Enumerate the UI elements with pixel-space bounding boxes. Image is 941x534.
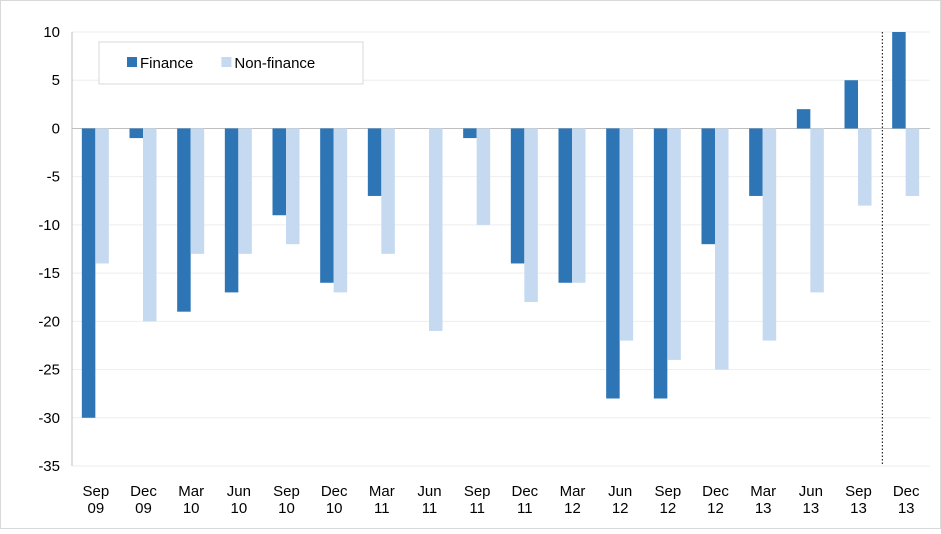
bar <box>320 128 334 283</box>
bar <box>238 128 252 254</box>
legend-label: Finance <box>140 55 193 72</box>
bar <box>129 128 143 139</box>
bar <box>143 128 157 322</box>
bar <box>653 128 668 399</box>
x-tick-label: Dec 09 <box>130 483 157 517</box>
bar <box>367 128 382 196</box>
x-tick-label: Mar 11 <box>369 483 395 517</box>
bar <box>476 128 491 225</box>
bar <box>381 128 395 254</box>
x-tick-label: Dec 12 <box>702 483 729 517</box>
bar <box>715 128 729 370</box>
bar <box>796 109 811 129</box>
x-tick-label: Sep 10 <box>273 483 300 517</box>
y-tick-label: -30 <box>38 410 60 427</box>
bar <box>701 128 715 245</box>
x-tick-label: Dec 11 <box>511 483 538 517</box>
y-tick-label: -35 <box>38 458 60 475</box>
x-tick-label: Mar 10 <box>178 483 204 517</box>
legend-swatch <box>221 57 232 67</box>
x-tick-label: Sep 09 <box>82 483 109 517</box>
legend-label: Non-finance <box>234 55 315 72</box>
x-tick-label: Jun 10 <box>227 483 251 517</box>
bar <box>286 128 300 245</box>
bar <box>558 128 572 283</box>
x-tick-label: Mar 13 <box>750 483 776 517</box>
y-tick-label: 0 <box>52 120 60 137</box>
y-tick-label: -20 <box>38 313 60 330</box>
bar <box>905 128 920 196</box>
x-tick-label: Sep 13 <box>845 483 872 517</box>
bar <box>892 32 906 129</box>
bar <box>333 128 348 293</box>
bar <box>463 128 477 139</box>
bar <box>606 128 620 399</box>
bar <box>749 128 763 196</box>
bar <box>429 128 443 331</box>
bar <box>844 80 858 129</box>
bar <box>524 128 538 303</box>
x-tick-label: Sep 11 <box>464 483 491 517</box>
x-tick-label: Mar 12 <box>560 483 586 517</box>
y-tick-label: 5 <box>52 72 60 89</box>
bar <box>272 128 286 216</box>
x-tick-label: Dec 13 <box>893 483 920 517</box>
bar <box>667 128 681 360</box>
bar <box>619 128 634 341</box>
bar <box>858 128 872 206</box>
bar <box>95 128 109 264</box>
y-tick-label: 10 <box>43 24 60 41</box>
bar <box>572 128 586 283</box>
y-tick-label: -5 <box>47 169 60 186</box>
bar <box>81 128 96 418</box>
bar <box>762 128 777 341</box>
x-tick-label: Jun 11 <box>417 483 441 517</box>
x-tick-label: Sep 12 <box>654 483 681 517</box>
y-tick-label: -10 <box>38 217 60 234</box>
bar <box>190 128 205 254</box>
bar <box>510 128 525 264</box>
y-tick-label: -25 <box>38 362 60 379</box>
bar <box>224 128 239 293</box>
x-tick-label: Jun 13 <box>799 483 823 517</box>
legend-swatch <box>127 57 137 67</box>
bar <box>810 128 824 293</box>
bar <box>177 128 191 312</box>
x-tick-label: Dec 10 <box>321 483 348 517</box>
y-tick-label: -15 <box>38 265 60 282</box>
x-tick-label: Jun 12 <box>608 483 632 517</box>
